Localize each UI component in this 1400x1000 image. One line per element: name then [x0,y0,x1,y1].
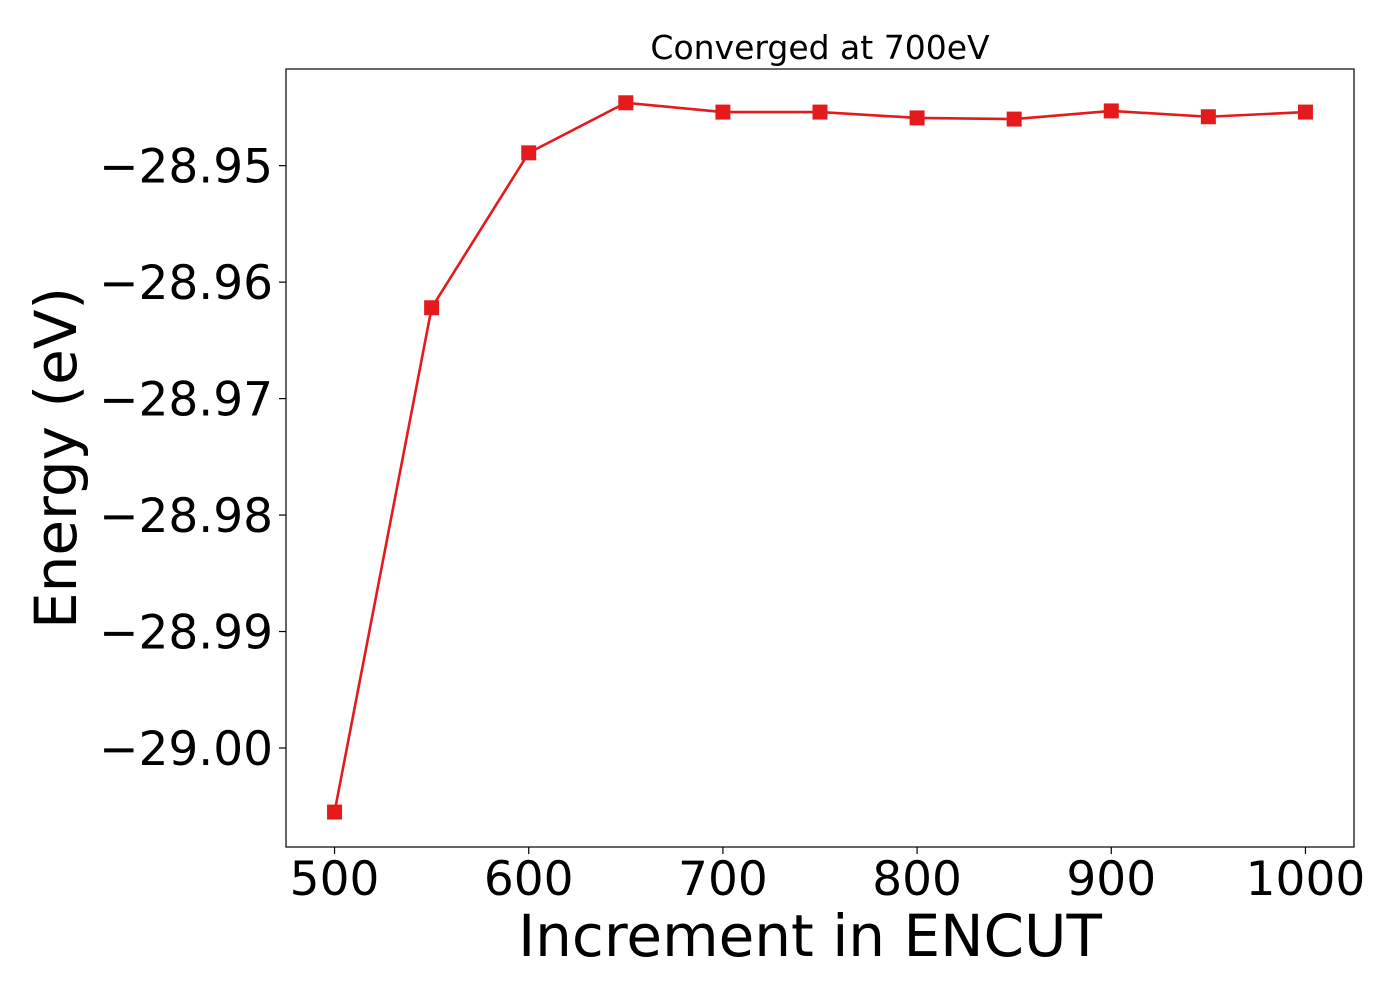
data-point-marker [812,104,828,120]
y-tick-label: −28.98 [99,489,273,544]
x-tick-label: 500 [290,852,380,907]
x-tick-label: 800 [872,852,962,907]
y-tick-label: −29.00 [99,722,273,777]
data-point-marker [424,300,440,316]
data-point-marker [521,145,537,161]
data-point-marker [715,104,731,120]
plot-frame [285,68,1355,848]
data-point-marker [1103,103,1119,119]
y-tick-label: −28.95 [99,140,273,195]
data-layer [327,95,1313,820]
x-tick-label: 600 [484,852,574,907]
data-point-marker [327,804,343,820]
y-axis: −28.95 −28.96 −28.97 −28.98 −28.99 −29.00 [99,140,286,777]
data-point-marker [909,110,925,126]
data-point-marker [1200,109,1216,125]
y-tick-label: −28.99 [99,606,273,661]
data-point-marker [1297,104,1313,120]
x-tick-label: 1000 [1246,852,1366,907]
data-point-marker [1006,111,1022,127]
x-tick-label: 700 [678,852,768,907]
data-point-marker [618,95,634,111]
x-axis-label: Increment in ENCUT [518,902,1102,970]
x-axis: 500 600 700 800 900 1000 [290,847,1366,907]
y-tick-label: −28.97 [99,373,273,428]
x-tick-label: 900 [1066,852,1156,907]
y-axis-label: Energy (eV) [22,287,90,629]
chart-title: Converged at 700eV [650,28,990,67]
y-tick-label: −28.96 [99,256,273,311]
